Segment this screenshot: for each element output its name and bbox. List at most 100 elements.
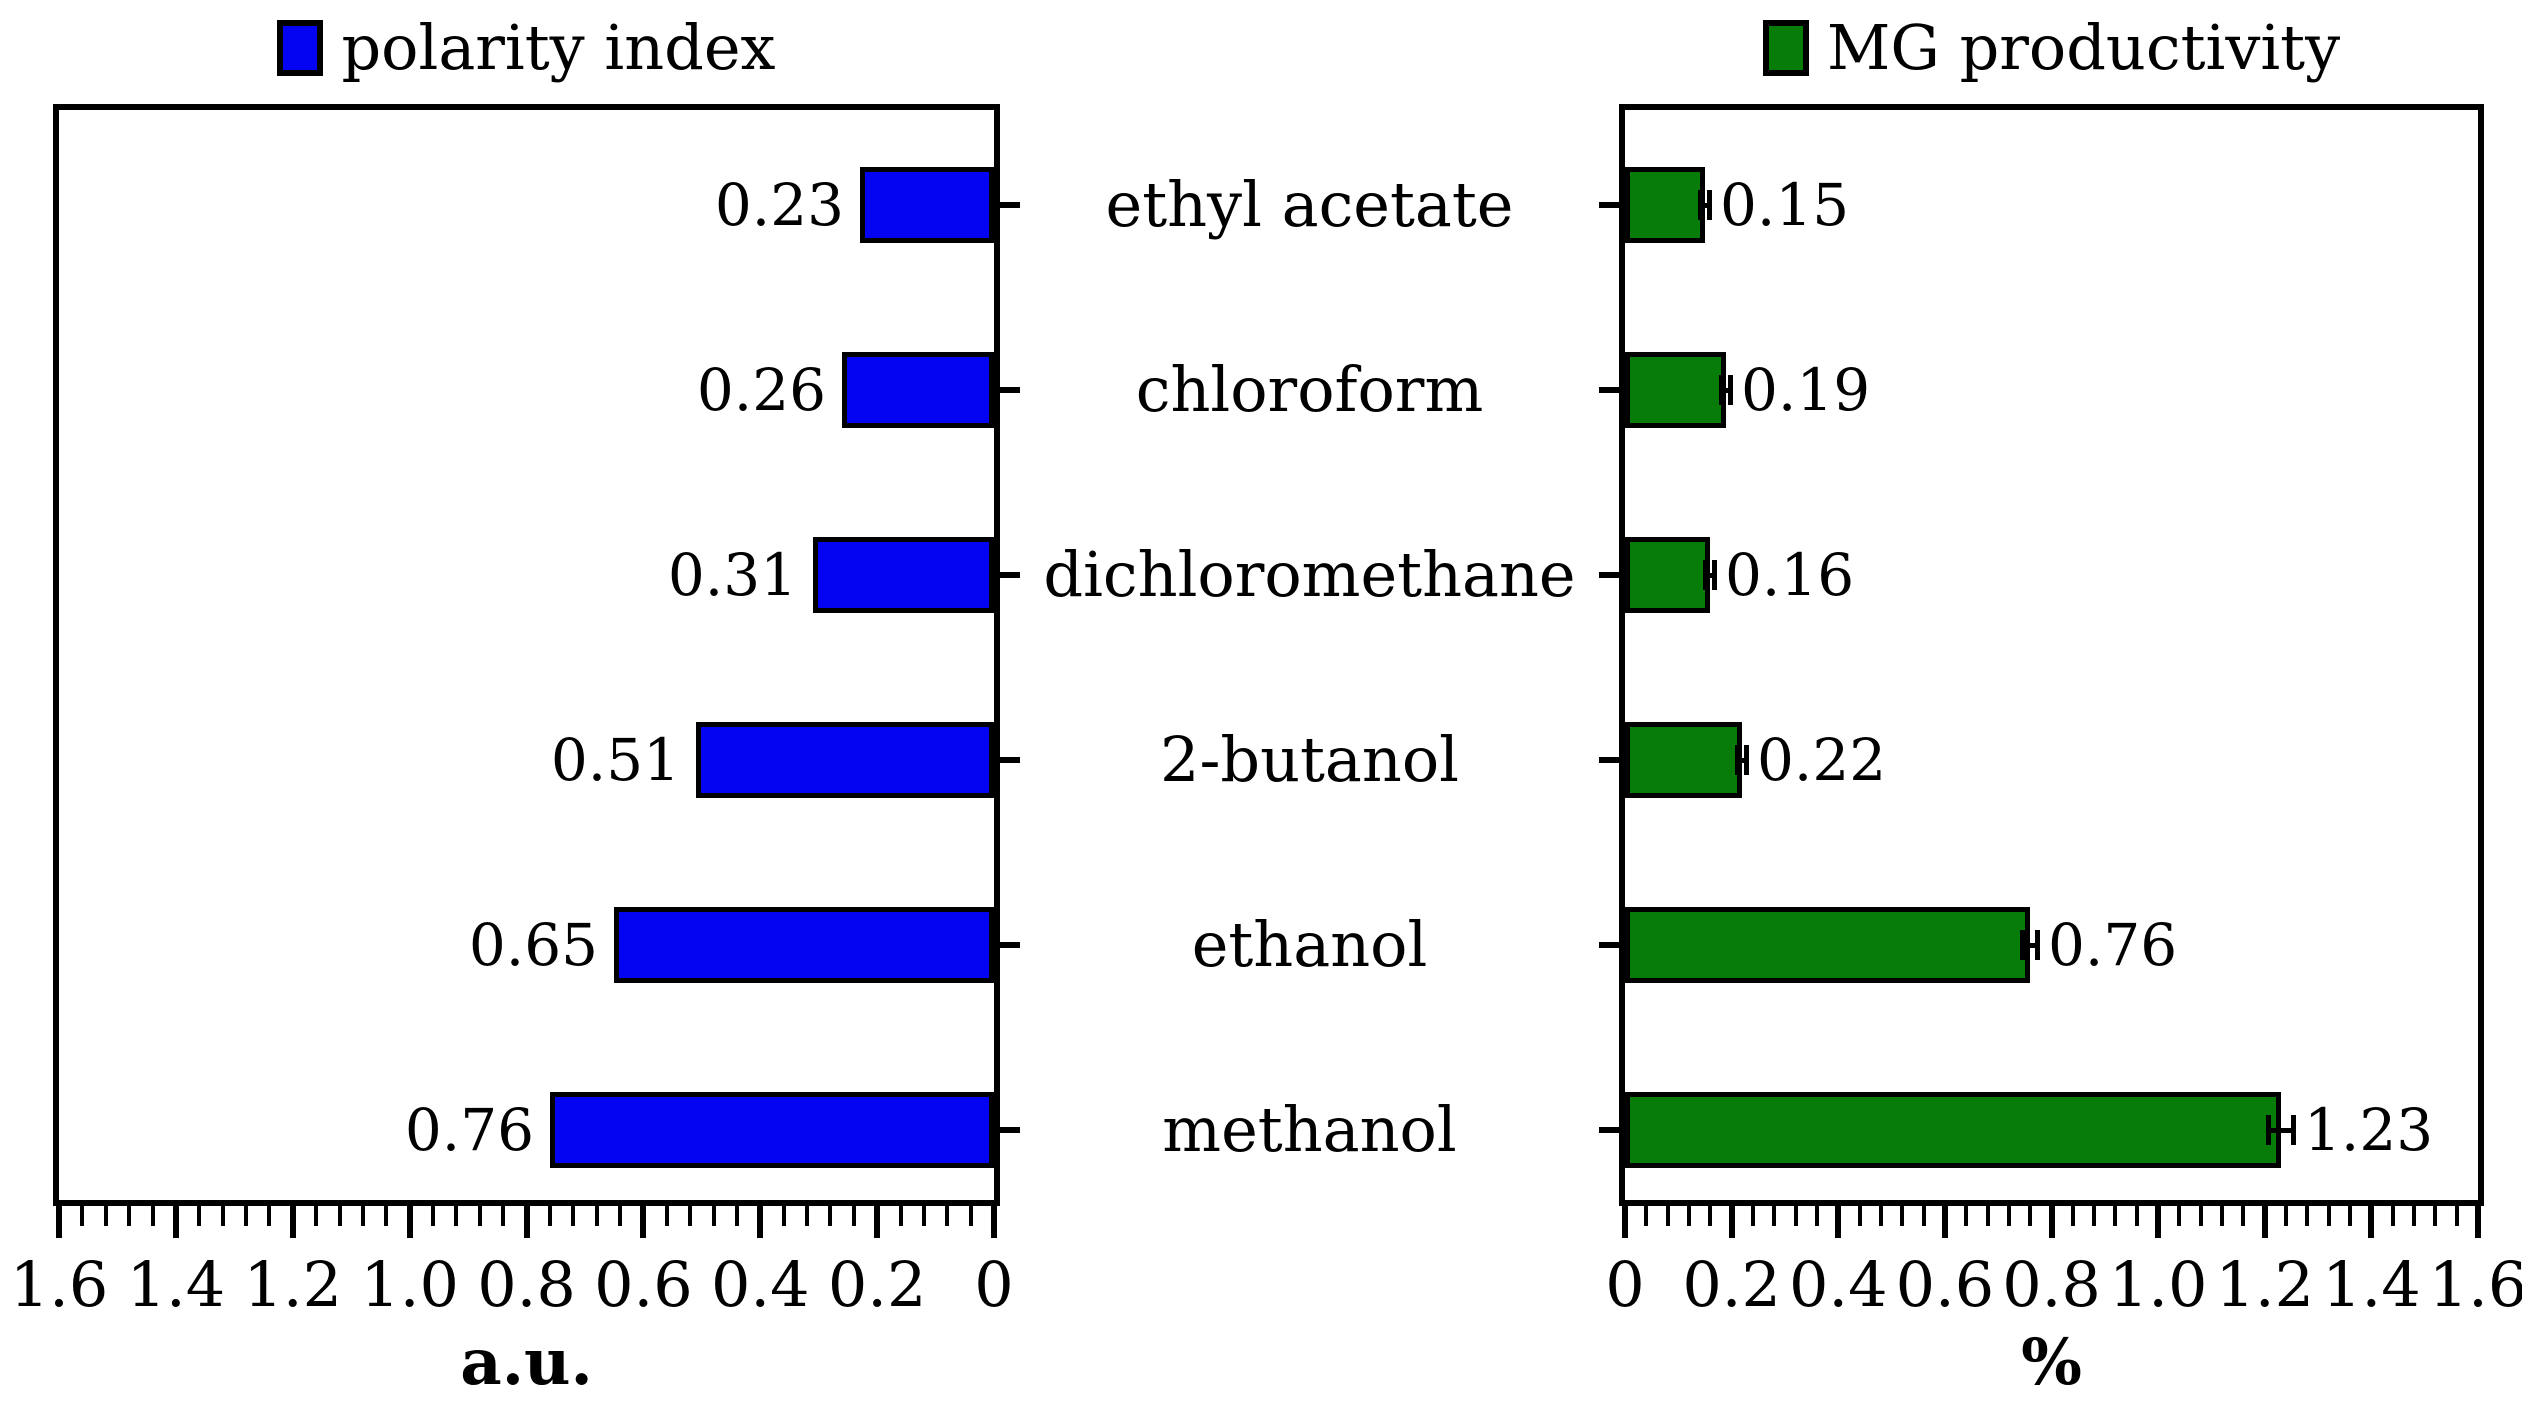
right-axis-minor-tick-4 <box>1708 1206 1713 1226</box>
left-axis-minor-tick-14 <box>384 1206 389 1226</box>
left-axis-major-tick-35 <box>874 1206 881 1238</box>
left-axis-minor-tick-8 <box>244 1206 248 1226</box>
legend-mg-productivity-label: MG productivity <box>1826 11 2341 84</box>
value-label-mg-productivity-methanol: 1.23 <box>2304 1096 2434 1164</box>
right-axis-minor-tick-36 <box>2390 1206 2395 1226</box>
left-axis-minor-tick-9 <box>267 1206 272 1226</box>
polarity-index-legend-swatch-icon <box>277 20 324 76</box>
left-axis-minor-tick-12 <box>337 1206 342 1226</box>
right-axis-minor-tick-11 <box>1857 1206 1862 1226</box>
bar-polarity-index-chloroform <box>842 352 994 428</box>
left-axis-major-tick-0 <box>56 1206 62 1238</box>
category-label-ethanol: ethanol <box>1191 908 1428 981</box>
left-axis-tick-label-0-6: 0.6 <box>594 1248 693 1321</box>
category-tick-left-chloroform <box>1000 387 1020 393</box>
left-axis-minor-tick-27 <box>688 1206 693 1226</box>
right-axis-minor-tick-6 <box>1750 1206 1755 1226</box>
right-axis-minor-tick-29 <box>2241 1206 2246 1226</box>
left-axis-minor-tick-18 <box>477 1206 482 1226</box>
bar-polarity-index-2-butanol <box>696 722 994 798</box>
right-axis-minor-tick-38 <box>2433 1206 2438 1226</box>
right-axis-major-tick-15 <box>1941 1206 1948 1238</box>
right-axis-tick-label-0-8: 0.8 <box>2002 1248 2101 1321</box>
category-tick-right-methanol <box>1599 1127 1619 1133</box>
error-cap-right-mg-productivity-ethyl-acetate <box>1707 190 1712 220</box>
left-axis-minor-tick-38 <box>945 1206 950 1226</box>
error-cap-left-mg-productivity-2-butanol <box>1735 745 1740 775</box>
category-tick-left-ethyl-acetate <box>1000 202 1020 208</box>
right-axis-tick-label-1-0: 1.0 <box>2108 1248 2208 1321</box>
value-label-polarity-index-ethanol: 0.65 <box>468 911 598 979</box>
category-label-ethyl-acetate: ethyl acetate <box>1105 168 1514 241</box>
right-axis-title: % <box>2021 1325 2082 1400</box>
left-axis-minor-tick-32 <box>805 1206 809 1226</box>
error-cap-right-mg-productivity-2-butanol <box>1744 745 1749 775</box>
right-axis-minor-tick-18 <box>2006 1206 2011 1226</box>
left-axis-tick-label-1-6: 1.6 <box>9 1248 109 1321</box>
error-cap-left-mg-productivity-ethyl-acetate <box>1698 190 1703 220</box>
value-label-polarity-index-ethyl-acetate: 0.23 <box>714 171 844 239</box>
value-label-mg-productivity-ethyl-acetate: 0.15 <box>1720 171 1850 239</box>
right-axis-major-tick-5 <box>1728 1206 1735 1238</box>
left-axis-minor-tick-23 <box>594 1206 599 1226</box>
right-axis-tick-label-0-4: 0.4 <box>1788 1248 1888 1321</box>
right-axis-minor-tick-23 <box>2113 1206 2118 1226</box>
bar-mg-productivity-chloroform <box>1625 352 1726 428</box>
category-label-methanol: methanol <box>1162 1093 1457 1166</box>
error-cap-left-mg-productivity-chloroform <box>1719 375 1724 405</box>
category-tick-left-ethanol <box>1000 942 1020 948</box>
bar-polarity-index-ethanol <box>614 907 994 983</box>
category-tick-left-methanol <box>1000 1127 1020 1133</box>
left-axis-minor-tick-22 <box>571 1206 576 1226</box>
right-axis-tick-label-0-6: 0.6 <box>1895 1248 1995 1321</box>
right-axis-minor-tick-17 <box>1985 1206 1990 1226</box>
bar-mg-productivity-2-butanol <box>1625 722 1742 798</box>
right-axis-minor-tick-21 <box>2070 1206 2075 1226</box>
category-label-chloroform: chloroform <box>1135 353 1484 426</box>
left-axis-minor-tick-3 <box>127 1206 132 1226</box>
error-cap-right-mg-productivity-ethanol <box>2035 930 2040 960</box>
right-axis-major-tick-25 <box>2155 1206 2162 1238</box>
left-axis-major-tick-10 <box>289 1206 296 1238</box>
right-axis-minor-tick-14 <box>1921 1206 1926 1226</box>
left-axis-minor-tick-21 <box>547 1206 552 1226</box>
left-axis-tick-label-0-2: 0.2 <box>827 1248 927 1321</box>
right-axis-minor-tick-13 <box>1900 1206 1905 1226</box>
left-axis-minor-tick-2 <box>103 1206 108 1226</box>
right-axis-minor-tick-9 <box>1814 1206 1819 1226</box>
left-axis-minor-tick-11 <box>314 1206 319 1226</box>
legend-polarity-index-label: polarity index <box>341 11 776 84</box>
left-axis-major-tick-25 <box>640 1206 647 1238</box>
legend-mg-productivity: MG productivity <box>1619 10 2484 86</box>
right-axis-minor-tick-7 <box>1772 1206 1777 1226</box>
left-axis-tick-label-1-0: 1.0 <box>360 1248 459 1321</box>
left-axis-major-tick-15 <box>406 1206 413 1238</box>
error-cap-right-mg-productivity-methanol <box>2291 1115 2296 1145</box>
category-tick-right-2-butanol <box>1599 757 1619 763</box>
category-tick-right-ethyl-acetate <box>1599 202 1619 208</box>
value-label-polarity-index-2-butanol: 0.51 <box>550 726 680 794</box>
right-axis-minor-tick-22 <box>2092 1206 2097 1226</box>
left-axis-minor-tick-16 <box>431 1206 435 1226</box>
error-cap-left-mg-productivity-dichloromethane <box>1703 560 1708 590</box>
right-axis-major-tick-35 <box>2368 1206 2375 1238</box>
error-bar-mg-productivity-ethanol <box>2022 943 2038 948</box>
legend-polarity-index: polarity index <box>53 10 1000 86</box>
category-label-dichloromethane: dichloromethane <box>1043 538 1576 611</box>
right-axis-tick-label-1-6: 1.6 <box>2428 1248 2522 1321</box>
right-axis-minor-tick-31 <box>2284 1206 2289 1226</box>
error-cap-left-mg-productivity-methanol <box>2266 1115 2271 1145</box>
right-axis-tick-label-1-2: 1.2 <box>2215 1248 2315 1321</box>
bar-mg-productivity-methanol <box>1625 1092 2281 1168</box>
category-tick-left-2-butanol <box>1000 757 1020 763</box>
right-axis-minor-tick-16 <box>1964 1206 1969 1226</box>
right-axis-minor-tick-34 <box>2348 1206 2353 1226</box>
category-tick-right-chloroform <box>1599 387 1619 393</box>
value-label-polarity-index-methanol: 0.76 <box>404 1096 534 1164</box>
bar-mg-productivity-ethyl-acetate <box>1625 167 1705 243</box>
bar-polarity-index-dichloromethane <box>813 537 994 613</box>
left-axis-minor-tick-7 <box>220 1206 225 1226</box>
left-axis-tick-label-1-2: 1.2 <box>243 1248 343 1321</box>
right-axis-minor-tick-19 <box>2028 1206 2033 1226</box>
